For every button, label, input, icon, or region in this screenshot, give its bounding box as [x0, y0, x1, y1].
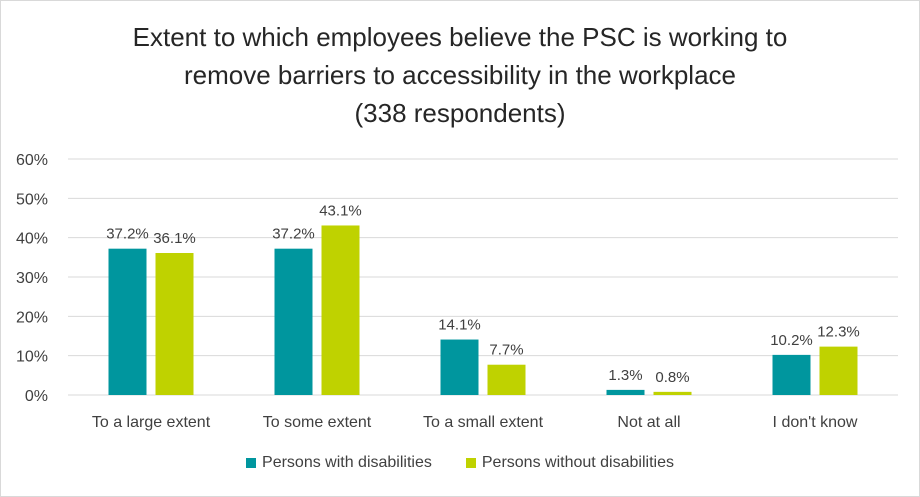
x-tick-label: Not at all	[617, 414, 680, 431]
data-label: 7.7%	[489, 342, 523, 359]
bar	[321, 225, 360, 395]
y-tick-label: 30%	[16, 270, 48, 287]
x-tick-label: To some extent	[263, 414, 372, 431]
data-label: 43.1%	[319, 202, 362, 219]
bar	[487, 364, 526, 395]
y-tick-label: 50%	[16, 191, 48, 208]
data-label: 10.2%	[770, 332, 813, 349]
legend: Persons with disabilities Persons withou…	[0, 454, 920, 472]
y-tick-label: 20%	[16, 309, 48, 326]
data-label: 37.2%	[106, 226, 149, 243]
legend-item-without-disabilities: Persons without disabilities	[465, 454, 674, 472]
data-label: 37.2%	[272, 226, 315, 243]
x-tick-label: To a large extent	[92, 414, 211, 431]
bar	[653, 391, 692, 395]
data-label: 1.3%	[608, 367, 642, 384]
chart-title-line-1: Extent to which employees believe the PS…	[132, 22, 788, 52]
x-tick-label: I don't know	[773, 414, 858, 431]
data-label: 14.1%	[438, 317, 481, 334]
y-tick-label: 10%	[16, 349, 48, 366]
bar	[274, 248, 313, 395]
chart-title-line-2: remove barriers to accessibility in the …	[184, 60, 736, 90]
bar	[772, 354, 811, 395]
y-tick-label: 0%	[25, 388, 48, 405]
legend-label-without-disabilities: Persons without disabilities	[481, 454, 674, 471]
x-tick-label: To a small extent	[423, 414, 544, 431]
bar	[108, 248, 147, 395]
legend-item-with-disabilities: Persons with disabilities	[246, 454, 432, 472]
y-tick-label: 60%	[16, 152, 48, 169]
legend-swatch-without-disabilities	[465, 458, 476, 468]
chart-title-line-3: (338 respondents)	[354, 98, 566, 128]
chart-title: Extent to which employees believe the PS…	[0, 18, 920, 132]
data-label: 12.3%	[817, 324, 860, 341]
y-tick-label: 40%	[16, 231, 48, 248]
data-label: 36.1%	[153, 230, 196, 247]
bar	[606, 389, 645, 395]
data-label: 0.8%	[655, 369, 689, 386]
legend-swatch-with-disabilities	[246, 458, 257, 468]
bar	[819, 346, 858, 395]
legend-label-with-disabilities: Persons with disabilities	[262, 454, 432, 471]
bar	[440, 339, 479, 395]
bar	[155, 253, 194, 395]
